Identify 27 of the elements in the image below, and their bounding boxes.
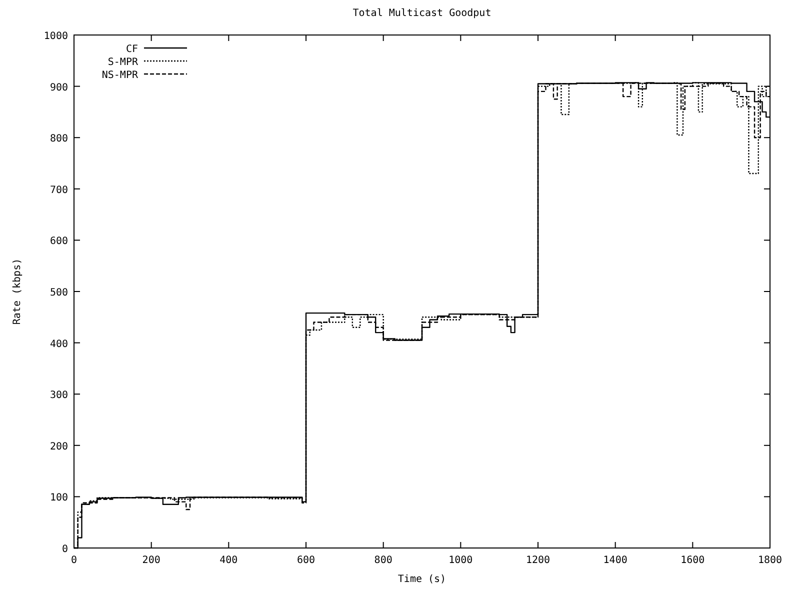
y-tick-label: 200 <box>50 441 68 452</box>
x-axis-title: Time (s) <box>398 574 446 585</box>
y-tick-label: 400 <box>50 338 68 350</box>
legend-label: CF <box>126 44 138 55</box>
x-tick-label: 1800 <box>758 555 782 566</box>
y-tick-label: 700 <box>50 184 68 196</box>
y-tick-label: 300 <box>50 390 68 402</box>
y-tick-label: 100 <box>50 492 68 504</box>
x-tick-label: 1600 <box>680 555 705 566</box>
x-tick-label: 0 <box>70 555 78 566</box>
x-tick-label: 400 <box>220 555 238 566</box>
y-tick-label: 800 <box>50 134 68 145</box>
x-tick-label: 600 <box>296 555 316 566</box>
y-tick-label: 500 <box>50 288 68 298</box>
chart-title: Total Multicast Goodput <box>352 8 492 19</box>
legend-label: S-MPR <box>108 57 139 68</box>
legend-label: NS-MPR <box>102 70 139 81</box>
x-tick-label: 1000 <box>448 555 473 566</box>
y-tick-label: 1000 <box>44 31 68 42</box>
x-tick-label: 1400 <box>603 555 628 566</box>
x-tick-label: 200 <box>142 555 160 566</box>
y-axis-title: Rate (kbps) <box>12 258 23 325</box>
y-tick-label: 900 <box>50 82 68 94</box>
y-tick-label: 0 <box>62 544 68 555</box>
x-tick-label: 1200 <box>526 555 550 566</box>
y-tick-label: 600 <box>50 236 68 248</box>
x-tick-label: 800 <box>374 555 392 566</box>
